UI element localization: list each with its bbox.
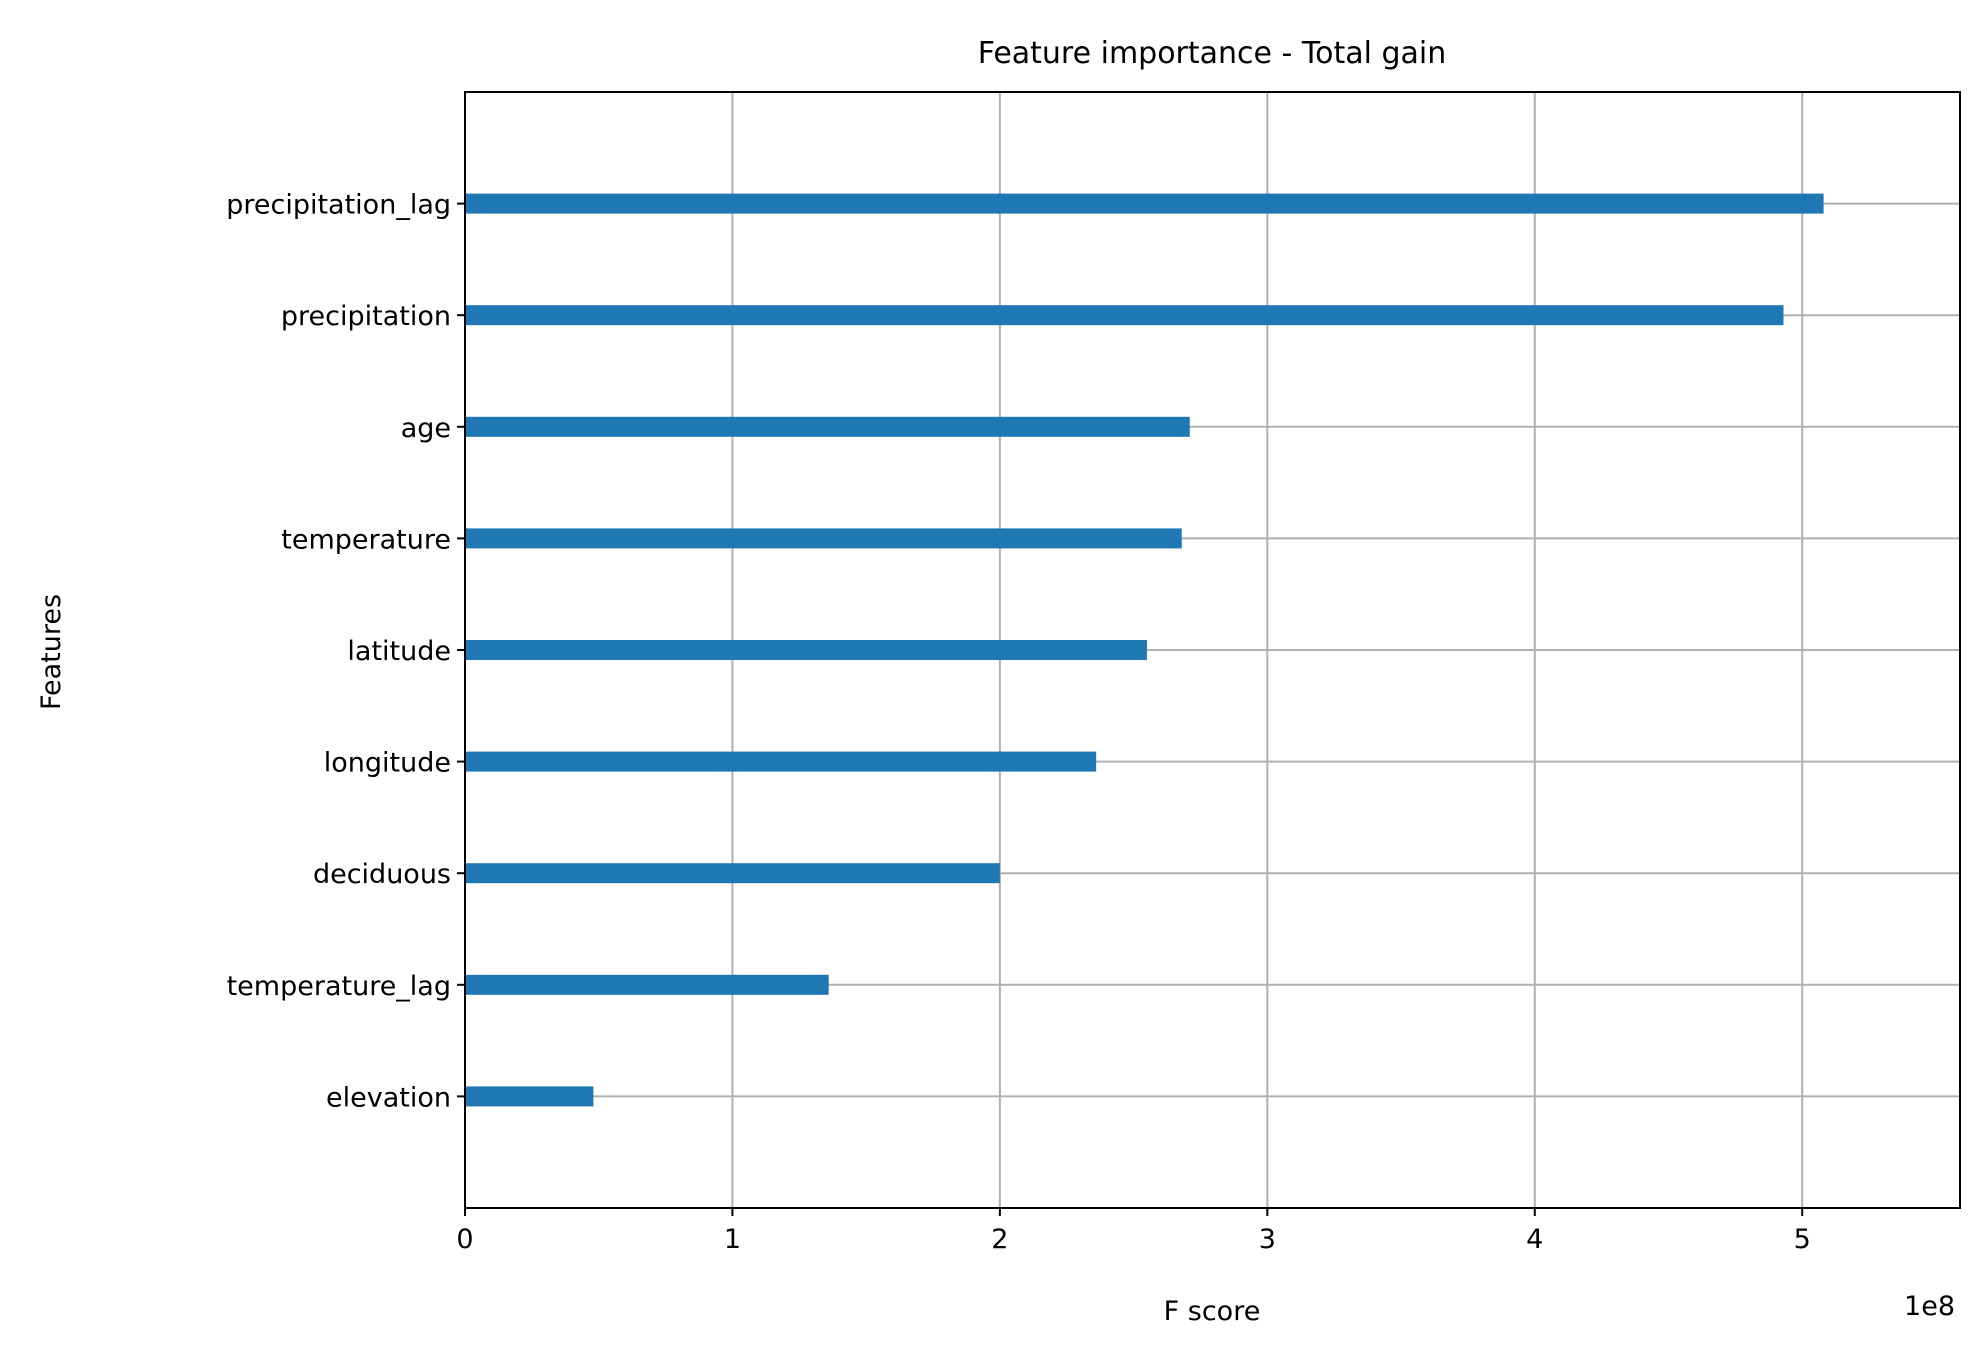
- bar-deciduous: [465, 863, 1000, 884]
- bar-precipitation: [465, 305, 1784, 326]
- bar-longitude: [465, 751, 1097, 772]
- bar-temperature: [465, 528, 1182, 549]
- y-tick-label: elevation: [326, 1082, 451, 1113]
- y-tick-label: temperature_lag: [227, 971, 451, 1002]
- x-axis-offset-label: 1e8: [1904, 1291, 1955, 1322]
- bar-age: [465, 416, 1190, 437]
- x-tick-label: 0: [456, 1224, 473, 1255]
- x-tick-label: 2: [991, 1224, 1008, 1255]
- y-tick-label: precipitation_lag: [226, 190, 451, 221]
- y-axis-ticks: precipitation_lag precipitation age tempera…: [226, 190, 465, 1113]
- y-axis-label: Features: [36, 594, 67, 710]
- x-axis-ticks: 0 1 2 3 4 5: [456, 1208, 1811, 1255]
- bar-latitude: [465, 640, 1147, 660]
- y-tick-label: latitude: [347, 636, 451, 667]
- bar-precipitation-lag: [465, 193, 1824, 214]
- x-tick-label: 5: [1794, 1224, 1811, 1255]
- y-tick-label: deciduous: [313, 859, 451, 890]
- chart-title: Feature importance - Total gain: [978, 36, 1447, 71]
- y-tick-label: precipitation: [281, 301, 451, 332]
- x-tick-label: 3: [1259, 1224, 1276, 1255]
- y-tick-label: longitude: [324, 748, 451, 779]
- y-tick-label: age: [401, 413, 451, 444]
- x-axis-label: F score: [1164, 1296, 1261, 1327]
- bar-elevation: [465, 1086, 594, 1107]
- x-tick-label: 1: [724, 1224, 741, 1255]
- bar-temperature-lag: [465, 974, 829, 995]
- bars: [465, 193, 1824, 1107]
- x-tick-label: 4: [1526, 1224, 1543, 1255]
- y-tick-label: temperature: [281, 524, 451, 555]
